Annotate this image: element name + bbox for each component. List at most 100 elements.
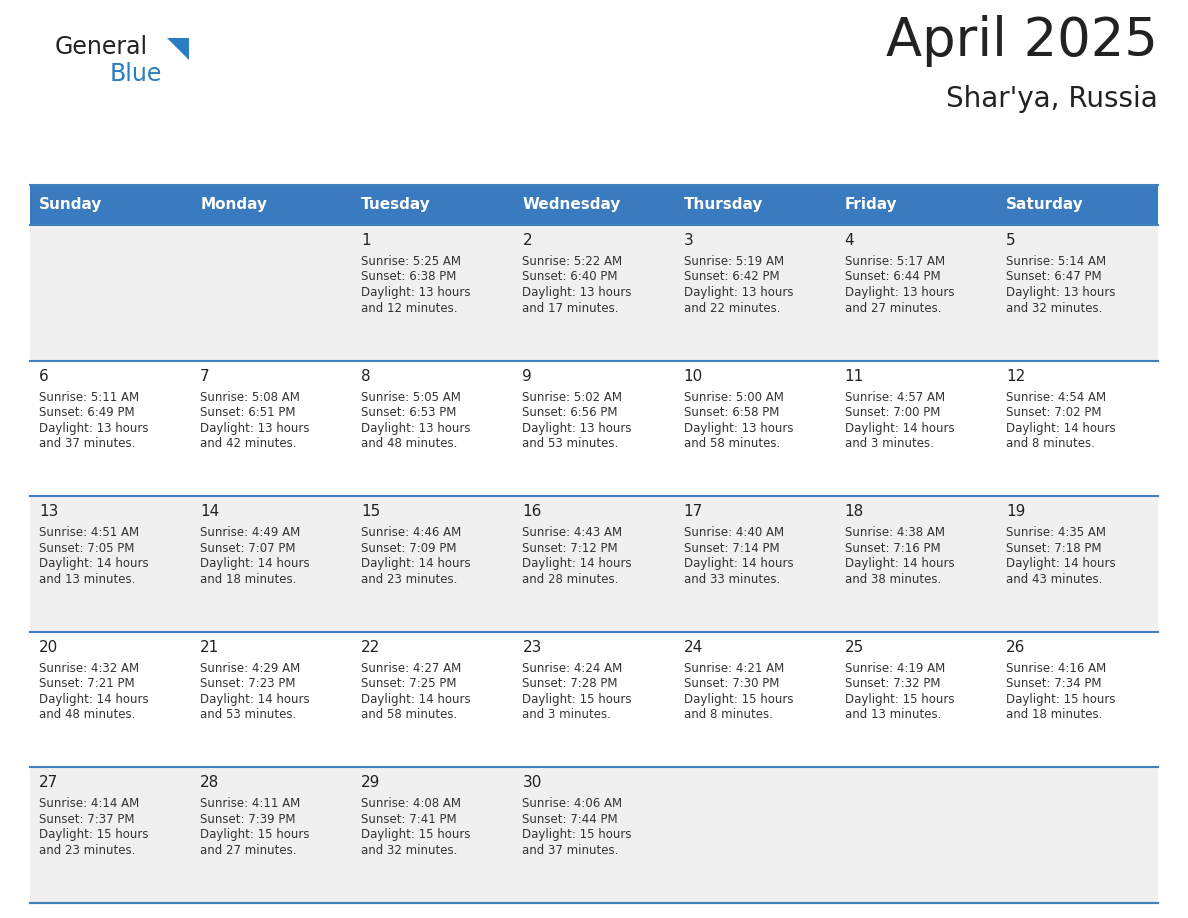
Bar — [997, 185, 1158, 225]
Text: Sunrise: 4:57 AM: Sunrise: 4:57 AM — [845, 390, 944, 404]
Text: 20: 20 — [39, 640, 58, 655]
Text: Daylight: 15 hours: Daylight: 15 hours — [523, 693, 632, 706]
Text: 4: 4 — [845, 233, 854, 248]
Text: Daylight: 14 hours: Daylight: 14 hours — [845, 421, 954, 434]
Text: Sunrise: 5:11 AM: Sunrise: 5:11 AM — [39, 390, 139, 404]
Text: Daylight: 13 hours: Daylight: 13 hours — [683, 421, 794, 434]
Text: 29: 29 — [361, 776, 380, 790]
Text: Saturday: Saturday — [1006, 197, 1083, 212]
Text: Daylight: 13 hours: Daylight: 13 hours — [361, 421, 470, 434]
Text: 11: 11 — [845, 369, 864, 384]
Text: Daylight: 13 hours: Daylight: 13 hours — [845, 286, 954, 299]
Text: 30: 30 — [523, 776, 542, 790]
Text: 25: 25 — [845, 640, 864, 655]
Text: Sunrise: 4:32 AM: Sunrise: 4:32 AM — [39, 662, 139, 675]
Text: Sunset: 7:14 PM: Sunset: 7:14 PM — [683, 542, 779, 554]
Text: and 48 minutes.: and 48 minutes. — [361, 437, 457, 450]
Text: Sunrise: 4:40 AM: Sunrise: 4:40 AM — [683, 526, 784, 539]
Text: 21: 21 — [200, 640, 220, 655]
Text: Sunset: 7:34 PM: Sunset: 7:34 PM — [1006, 677, 1101, 690]
Text: and 32 minutes.: and 32 minutes. — [361, 844, 457, 856]
Text: Sunrise: 5:02 AM: Sunrise: 5:02 AM — [523, 390, 623, 404]
Text: 7: 7 — [200, 369, 210, 384]
Text: 5: 5 — [1006, 233, 1016, 248]
Text: 22: 22 — [361, 640, 380, 655]
Text: Daylight: 14 hours: Daylight: 14 hours — [200, 693, 310, 706]
Bar — [353, 185, 513, 225]
Text: Sunrise: 5:17 AM: Sunrise: 5:17 AM — [845, 255, 944, 268]
Bar — [30, 185, 191, 225]
Text: Daylight: 15 hours: Daylight: 15 hours — [200, 828, 310, 842]
Text: Sunrise: 4:29 AM: Sunrise: 4:29 AM — [200, 662, 301, 675]
Text: Sunset: 6:42 PM: Sunset: 6:42 PM — [683, 271, 779, 284]
Text: Sunset: 7:37 PM: Sunset: 7:37 PM — [39, 813, 134, 826]
Text: 8: 8 — [361, 369, 371, 384]
Text: Sunset: 7:23 PM: Sunset: 7:23 PM — [200, 677, 296, 690]
Text: Daylight: 13 hours: Daylight: 13 hours — [523, 286, 632, 299]
Text: 10: 10 — [683, 369, 703, 384]
Text: Daylight: 14 hours: Daylight: 14 hours — [683, 557, 794, 570]
Text: Sunrise: 5:25 AM: Sunrise: 5:25 AM — [361, 255, 461, 268]
Text: Daylight: 14 hours: Daylight: 14 hours — [1006, 421, 1116, 434]
Text: and 28 minutes.: and 28 minutes. — [523, 573, 619, 586]
Text: and 37 minutes.: and 37 minutes. — [523, 844, 619, 856]
Text: and 8 minutes.: and 8 minutes. — [1006, 437, 1094, 450]
Text: Sunrise: 4:24 AM: Sunrise: 4:24 AM — [523, 662, 623, 675]
Text: and 23 minutes.: and 23 minutes. — [39, 844, 135, 856]
Text: and 58 minutes.: and 58 minutes. — [361, 709, 457, 722]
Text: and 3 minutes.: and 3 minutes. — [523, 709, 612, 722]
Text: Sunset: 7:07 PM: Sunset: 7:07 PM — [200, 542, 296, 554]
Text: Sunrise: 4:19 AM: Sunrise: 4:19 AM — [845, 662, 944, 675]
Text: April 2025: April 2025 — [886, 15, 1158, 67]
Text: 18: 18 — [845, 504, 864, 520]
Text: and 8 minutes.: and 8 minutes. — [683, 709, 772, 722]
Text: 19: 19 — [1006, 504, 1025, 520]
Text: Sunset: 6:40 PM: Sunset: 6:40 PM — [523, 271, 618, 284]
Text: Sunset: 7:32 PM: Sunset: 7:32 PM — [845, 677, 940, 690]
Text: Daylight: 14 hours: Daylight: 14 hours — [845, 557, 954, 570]
Text: Daylight: 15 hours: Daylight: 15 hours — [523, 828, 632, 842]
Text: and 13 minutes.: and 13 minutes. — [39, 573, 135, 586]
Text: Thursday: Thursday — [683, 197, 763, 212]
Text: and 18 minutes.: and 18 minutes. — [1006, 709, 1102, 722]
Text: Sunrise: 4:27 AM: Sunrise: 4:27 AM — [361, 662, 461, 675]
Text: Sunrise: 4:35 AM: Sunrise: 4:35 AM — [1006, 526, 1106, 539]
Text: Sunrise: 4:43 AM: Sunrise: 4:43 AM — [523, 526, 623, 539]
Text: and 42 minutes.: and 42 minutes. — [200, 437, 297, 450]
Bar — [30, 497, 1158, 632]
Text: Sunrise: 4:54 AM: Sunrise: 4:54 AM — [1006, 390, 1106, 404]
Text: Sunrise: 5:00 AM: Sunrise: 5:00 AM — [683, 390, 783, 404]
Text: Daylight: 14 hours: Daylight: 14 hours — [39, 557, 148, 570]
Text: 27: 27 — [39, 776, 58, 790]
Text: Sunset: 7:41 PM: Sunset: 7:41 PM — [361, 813, 457, 826]
Text: Daylight: 13 hours: Daylight: 13 hours — [683, 286, 794, 299]
Text: Daylight: 13 hours: Daylight: 13 hours — [523, 421, 632, 434]
Bar — [191, 185, 353, 225]
Text: Sunrise: 4:46 AM: Sunrise: 4:46 AM — [361, 526, 461, 539]
Text: and 32 minutes.: and 32 minutes. — [1006, 301, 1102, 315]
Text: Sunset: 6:44 PM: Sunset: 6:44 PM — [845, 271, 941, 284]
Text: Daylight: 15 hours: Daylight: 15 hours — [39, 828, 148, 842]
Text: Sunset: 7:16 PM: Sunset: 7:16 PM — [845, 542, 941, 554]
Text: 1: 1 — [361, 233, 371, 248]
Text: Sunset: 6:47 PM: Sunset: 6:47 PM — [1006, 271, 1101, 284]
Text: Sunrise: 4:49 AM: Sunrise: 4:49 AM — [200, 526, 301, 539]
Text: Sunset: 7:21 PM: Sunset: 7:21 PM — [39, 677, 134, 690]
Text: Blue: Blue — [110, 62, 163, 86]
Text: and 37 minutes.: and 37 minutes. — [39, 437, 135, 450]
Text: Sunrise: 5:22 AM: Sunrise: 5:22 AM — [523, 255, 623, 268]
Text: and 33 minutes.: and 33 minutes. — [683, 573, 779, 586]
Text: Daylight: 14 hours: Daylight: 14 hours — [361, 693, 470, 706]
Text: and 12 minutes.: and 12 minutes. — [361, 301, 457, 315]
Text: Shar'ya, Russia: Shar'ya, Russia — [947, 85, 1158, 113]
Text: 16: 16 — [523, 504, 542, 520]
Text: Sunset: 7:00 PM: Sunset: 7:00 PM — [845, 406, 940, 420]
Text: 2: 2 — [523, 233, 532, 248]
Text: Daylight: 13 hours: Daylight: 13 hours — [1006, 286, 1116, 299]
Text: and 17 minutes.: and 17 minutes. — [523, 301, 619, 315]
Text: Sunrise: 4:11 AM: Sunrise: 4:11 AM — [200, 798, 301, 811]
Text: Sunset: 7:25 PM: Sunset: 7:25 PM — [361, 677, 456, 690]
Text: 13: 13 — [39, 504, 58, 520]
Text: Sunrise: 4:21 AM: Sunrise: 4:21 AM — [683, 662, 784, 675]
Text: General: General — [55, 35, 148, 59]
